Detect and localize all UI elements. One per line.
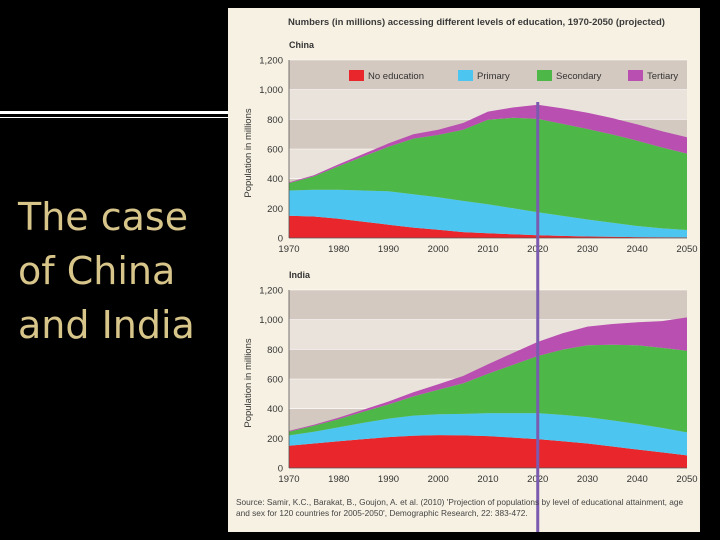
x-tick-label: 1980 — [328, 244, 349, 255]
legend-swatch — [537, 70, 552, 81]
y-tick-label: 600 — [267, 145, 283, 156]
legend-swatch — [628, 70, 643, 81]
legend-swatch — [458, 70, 473, 81]
x-tick-label: 2050 — [676, 244, 697, 255]
y-tick-label: 400 — [267, 174, 283, 185]
area-india-no-education — [289, 435, 687, 468]
y-tick-label: 1,000 — [259, 315, 283, 326]
panel-label-china: China — [289, 40, 315, 50]
y-tick-label: 200 — [267, 204, 283, 215]
y-tick-label: 1,200 — [259, 286, 283, 297]
x-tick-label: 2030 — [577, 474, 598, 485]
y-tick-label: 1,000 — [259, 85, 283, 96]
x-tick-label: 1990 — [378, 244, 399, 255]
y-tick-label: 800 — [267, 115, 283, 126]
y-tick-label: 800 — [267, 345, 283, 356]
area-china-primary — [289, 189, 687, 238]
x-tick-label: 2010 — [477, 244, 498, 255]
y-axis-label: Population in millions — [243, 338, 254, 427]
x-tick-label: 2040 — [627, 474, 648, 485]
x-tick-label: 1970 — [278, 244, 299, 255]
legend-swatch — [349, 70, 364, 81]
slide-title: The case of China and India — [18, 195, 195, 347]
x-tick-label: 1970 — [278, 474, 299, 485]
panel-label-india: India — [289, 270, 311, 280]
x-tick-label: 1990 — [378, 474, 399, 485]
legend-label-primary: Primary — [477, 71, 510, 82]
area-india-primary — [289, 413, 687, 456]
x-tick-label: 1980 — [328, 474, 349, 485]
title-rule-thin — [0, 117, 228, 118]
y-axis-label: Population in millions — [243, 108, 254, 197]
area-china-tertiary — [289, 104, 687, 184]
y-tick-label: 1,200 — [259, 56, 283, 67]
area-china-no-education — [289, 215, 687, 238]
y-tick-label: 400 — [267, 404, 283, 415]
area-india-tertiary — [289, 317, 687, 432]
area-china-secondary — [289, 117, 687, 230]
grid-band — [289, 290, 687, 320]
x-tick-label: 2050 — [676, 474, 697, 485]
chart-figure: Numbers (in millions) accessing differen… — [228, 8, 700, 532]
y-tick-label: 200 — [267, 434, 283, 445]
x-tick-label: 2000 — [428, 474, 449, 485]
x-tick-label: 2030 — [577, 244, 598, 255]
legend-label-secondary: Secondary — [556, 71, 602, 82]
legend-label-tertiary: Tertiary — [647, 71, 678, 82]
title-rule — [0, 111, 228, 114]
figure-title: Numbers (in millions) accessing differen… — [288, 17, 665, 28]
x-tick-label: 2010 — [477, 474, 498, 485]
x-tick-label: 2000 — [428, 244, 449, 255]
y-tick-label: 0 — [278, 464, 283, 475]
y-tick-label: 0 — [278, 234, 283, 245]
area-india-secondary — [289, 344, 687, 436]
legend-label-no-education: No education — [368, 71, 424, 82]
y-tick-label: 600 — [267, 375, 283, 386]
x-tick-label: 2040 — [627, 244, 648, 255]
source-note: Source: Samir, K.C., Barakat, B., Goujon… — [236, 497, 684, 518]
